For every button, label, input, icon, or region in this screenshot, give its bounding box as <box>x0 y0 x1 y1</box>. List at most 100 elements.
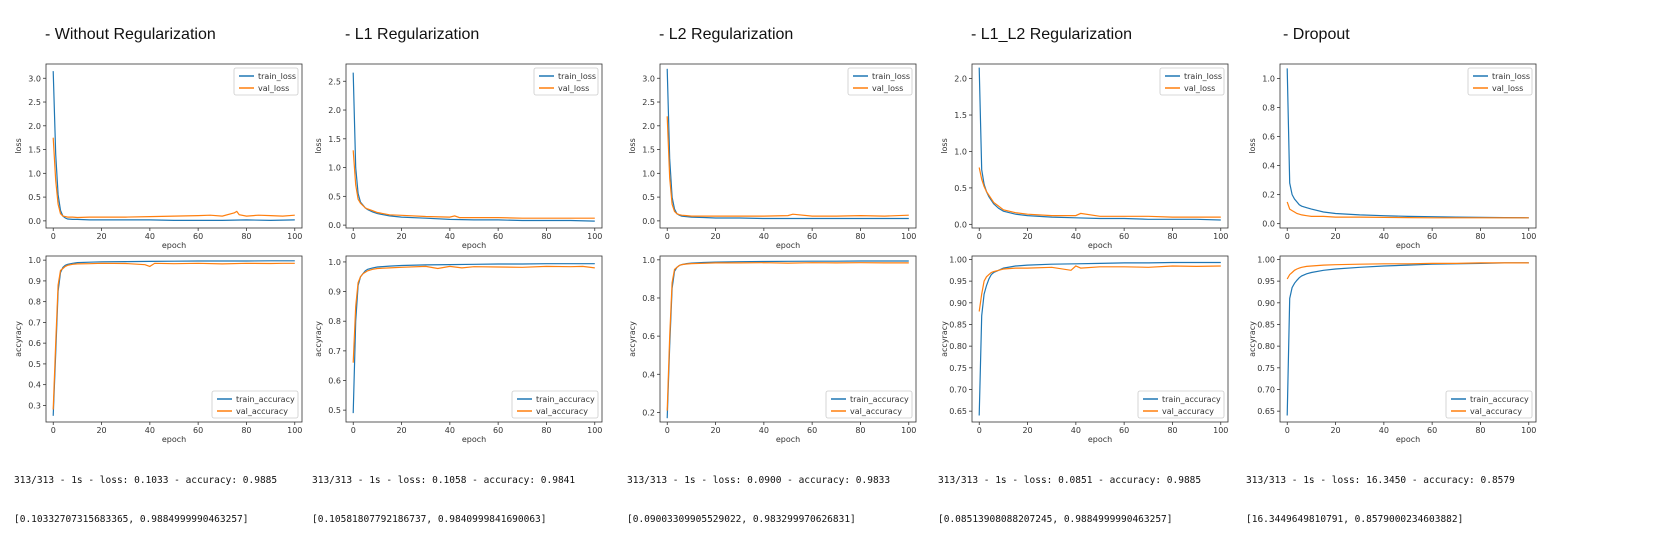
legend-label: train_loss <box>258 72 296 81</box>
y-tick-label: 0.6 <box>28 339 41 348</box>
panel-title: - L1 Regularization <box>345 26 480 43</box>
legend-label: val_accuracy <box>536 407 588 416</box>
y-tick-label: 2.5 <box>28 98 41 107</box>
series-line-val-loss <box>352 150 595 219</box>
x-tick-label: 0 <box>351 232 356 241</box>
y-tick-label: 1.0 <box>28 256 41 265</box>
accuracy-chart: 0 20 40 60 80 100 0.3 0.4 0.5 0.6 0.7 0.8 0.9 1.0 epoc… <box>14 255 303 444</box>
x-tick-label: 40 <box>1379 426 1389 435</box>
y-tick-label: 0.80 <box>1257 342 1275 351</box>
panel-title: - Without Regularization <box>45 26 216 43</box>
x-tick-label: 20 <box>1330 232 1340 241</box>
x-tick-label: 80 <box>241 426 251 435</box>
x-axis-label: epoch <box>1088 435 1112 444</box>
legend-label: train_accuracy <box>1162 395 1221 404</box>
y-tick-label: 1.0 <box>1262 75 1275 84</box>
loss-chart: 0 20 40 60 80 100 0.0 0.5 1.0 1.5 2.0 2.5 3.0 epoch lo… <box>14 63 303 250</box>
y-tick-label: 0.95 <box>949 277 967 286</box>
accuracy-chart: 0 20 40 60 80 100 0.65 0.70 0.75 0.80 0.85 0.90 0.95… <box>1248 255 1537 444</box>
legend-label: train_accuracy <box>1470 395 1529 404</box>
console-eval-line: 313/313 - 1s - loss: 16.3450 - accuracy:… <box>1246 475 1515 486</box>
y-tick-label: 3.0 <box>642 74 655 83</box>
console-result-line: [0.10332707315683365, 0.9884999990463257… <box>14 514 249 525</box>
legend-label: train_loss <box>558 72 596 81</box>
y-tick-label: 0.75 <box>949 364 967 373</box>
x-tick-label: 20 <box>710 232 720 241</box>
legend-label: train_loss <box>872 72 910 81</box>
console-eval-line: 313/313 - 1s - loss: 0.0851 - accuracy: … <box>938 475 1202 486</box>
x-tick-label: 80 <box>241 232 251 241</box>
y-axis-label: accyracy <box>14 321 23 357</box>
x-tick-label: 0 <box>51 426 56 435</box>
console-eval-line: 313/313 - 1s - loss: 0.1058 - accuracy: … <box>312 475 576 486</box>
x-axis-label: epoch <box>162 435 186 444</box>
x-tick-label: 100 <box>1521 426 1536 435</box>
y-axis-label: accyracy <box>628 321 637 357</box>
legend-label: val_loss <box>558 84 589 93</box>
series-line-train-loss <box>352 72 595 222</box>
x-tick-label: 0 <box>665 426 670 435</box>
series-line-train-accuracy <box>978 261 1221 416</box>
y-tick-label: 0.8 <box>28 298 41 307</box>
x-tick-label: 80 <box>541 426 551 435</box>
y-tick-label: 0.0 <box>642 217 655 226</box>
x-tick-label: 100 <box>1521 232 1536 241</box>
x-axis-label: epoch <box>1396 241 1420 250</box>
legend-box <box>511 390 599 419</box>
y-tick-label: 0.5 <box>642 193 655 202</box>
y-tick-label: 1.5 <box>642 146 655 155</box>
series-line-val-loss <box>52 137 295 219</box>
legend-label: val_loss <box>872 84 903 93</box>
legend-box <box>1137 390 1225 419</box>
y-tick-label: 0.2 <box>642 408 655 417</box>
y-tick-label: 0.65 <box>1257 407 1275 416</box>
x-tick-label: 80 <box>855 232 865 241</box>
console-output: 313/313 - 1s - loss: 16.3450 - accuracy:… <box>1246 448 1515 552</box>
panel-l1-l2-regularization: - L1_L2 Regularization 0 20 40 60 80 100 0.0 0.… <box>938 0 1258 539</box>
legend-label: val_accuracy <box>850 407 902 416</box>
panel-dropout: - Dropout 0 20 40 60 80 100 0.0 0.2 0.4 0.6 0.8 1.0… <box>1246 0 1566 539</box>
y-tick-label: 0.9 <box>328 288 341 297</box>
panel-l1-regularization: - L1 Regularization 0 20 40 60 80 100 0.0 0.5 1.… <box>312 0 632 539</box>
y-tick-label: 0.4 <box>28 381 41 390</box>
console-eval-line: 313/313 - 1s - loss: 0.0900 - accuracy: … <box>627 475 891 486</box>
series-line-train-loss <box>52 71 295 222</box>
x-axis-label: epoch <box>1088 241 1112 250</box>
y-tick-label: 1.00 <box>949 255 967 264</box>
legend: train_accuracy val_accuracy <box>511 390 599 419</box>
x-tick-label: 60 <box>1427 426 1437 435</box>
y-tick-label: 1.0 <box>328 258 341 267</box>
x-tick-label: 40 <box>1071 426 1081 435</box>
loss-chart: 0 20 40 60 80 100 0.0 0.5 1.0 1.5 2.0 epoch loss trai… <box>940 63 1229 250</box>
x-tick-label: 60 <box>193 232 203 241</box>
y-axis-label: loss <box>14 138 23 153</box>
x-tick-label: 40 <box>145 426 155 435</box>
x-tick-label: 40 <box>445 426 455 435</box>
x-tick-label: 100 <box>1213 232 1228 241</box>
legend-label: train_accuracy <box>536 395 595 404</box>
legend: train_accuracy val_accuracy <box>1445 390 1533 419</box>
legend-label: val_loss <box>1184 84 1215 93</box>
y-tick-label: 1.0 <box>328 164 341 173</box>
x-axis-label: epoch <box>776 241 800 250</box>
accuracy-chart: 0 20 40 60 80 100 0.2 0.4 0.6 0.8 1.0 epoch accyracy… <box>628 255 917 444</box>
x-tick-label: 40 <box>1379 232 1389 241</box>
series-line-val-loss <box>978 167 1221 218</box>
series-line-val-loss <box>666 116 909 217</box>
y-tick-label: 1.0 <box>28 169 41 178</box>
legend-label: val_loss <box>1492 84 1523 93</box>
console-result-line: [0.09003309905529022, 0.983299970626831] <box>627 514 856 525</box>
y-tick-label: 0.75 <box>1257 364 1275 373</box>
legend-label: val_accuracy <box>1470 407 1522 416</box>
console-output: 313/313 - 1s - loss: 0.1033 - accuracy: … <box>14 448 277 552</box>
y-tick-label: 0.7 <box>28 318 41 327</box>
y-tick-label: 0.0 <box>28 217 41 226</box>
y-tick-label: 1.0 <box>642 256 655 265</box>
y-tick-label: 0.80 <box>949 342 967 351</box>
x-tick-label: 0 <box>977 232 982 241</box>
y-tick-label: 0.9 <box>28 277 41 286</box>
x-tick-label: 0 <box>351 426 356 435</box>
x-tick-label: 40 <box>759 426 769 435</box>
x-tick-label: 20 <box>96 232 106 241</box>
legend: train_loss val_loss <box>847 67 913 96</box>
